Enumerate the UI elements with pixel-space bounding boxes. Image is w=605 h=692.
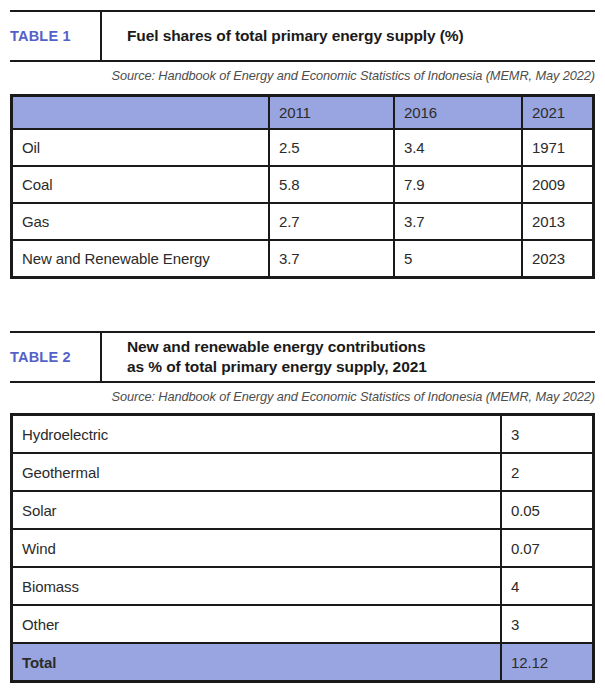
value-cell: 2023: [522, 240, 594, 278]
table-row: Solar 0.05: [12, 491, 594, 529]
total-row: Total 12.12: [12, 643, 594, 682]
value-cell: 3: [501, 415, 594, 454]
row-label-cell: Geothermal: [12, 453, 502, 491]
table2-title-line2: as % of total primary energy supply, 202…: [127, 357, 427, 377]
table-row: Wind 0.07: [12, 529, 594, 567]
row-label-cell: New and Renewable Energy: [12, 240, 270, 278]
row-label-cell: Gas: [12, 203, 270, 240]
value-cell: 7.9: [394, 166, 522, 203]
total-label-cell: Total: [12, 643, 502, 682]
row-label-cell: Oil: [12, 129, 270, 166]
table-row: Coal 5.8 7.9 2009: [12, 166, 594, 203]
table1-label: TABLE 1: [10, 28, 100, 44]
value-cell: 2.7: [269, 203, 394, 240]
value-cell: 2009: [522, 166, 594, 203]
table1-col-header-2021: 2021: [522, 96, 594, 130]
value-cell: 2013: [522, 203, 594, 240]
table-row: Biomass 4: [12, 567, 594, 605]
table1-col-header-2016: 2016: [394, 96, 522, 130]
row-label-cell: Hydroelectric: [12, 415, 502, 454]
table1-header-row: 2011 2016 2021: [12, 96, 594, 130]
value-cell: 1971: [522, 129, 594, 166]
total-value-cell: 12.12: [501, 643, 594, 682]
table-row: Hydroelectric 3: [12, 415, 594, 454]
value-cell: 3: [501, 605, 594, 643]
row-label-cell: Wind: [12, 529, 502, 567]
table-row: Other 3: [12, 605, 594, 643]
table2-label: TABLE 2: [10, 349, 100, 365]
table2-section: TABLE 2 New and renewable energy contrib…: [10, 331, 595, 683]
table2-title: New and renewable energy contributions a…: [102, 337, 427, 378]
value-cell: 3.7: [394, 203, 522, 240]
table1: 2011 2016 2021 Oil 2.5 3.4 1971 Coal 5.8…: [10, 94, 595, 279]
table-row: Gas 2.7 3.7 2013: [12, 203, 594, 240]
value-cell: 4: [501, 567, 594, 605]
row-label-cell: Solar: [12, 491, 502, 529]
table-row: Geothermal 2: [12, 453, 594, 491]
table2-caption-band: TABLE 2 New and renewable energy contrib…: [10, 331, 595, 383]
value-cell: 5: [394, 240, 522, 278]
table1-title: Fuel shares of total primary energy supp…: [102, 26, 463, 46]
value-cell: 0.07: [501, 529, 594, 567]
table1-caption-band: TABLE 1 Fuel shares of total primary ene…: [10, 10, 595, 62]
value-cell: 0.05: [501, 491, 594, 529]
table1-col-header-blank: [12, 96, 270, 130]
table1-section: TABLE 1 Fuel shares of total primary ene…: [10, 10, 595, 279]
value-cell: 3.7: [269, 240, 394, 278]
page: TABLE 1 Fuel shares of total primary ene…: [0, 0, 605, 683]
value-cell: 2.5: [269, 129, 394, 166]
table2-title-line1: New and renewable energy contributions: [127, 337, 427, 357]
value-cell: 2: [501, 453, 594, 491]
table1-col-header-2011: 2011: [269, 96, 394, 130]
section-gap: [10, 279, 595, 331]
row-label-cell: Other: [12, 605, 502, 643]
table2: Hydroelectric 3 Geothermal 2 Solar 0.05 …: [10, 413, 595, 683]
table1-source: Source: Handbook of Energy and Economic …: [10, 62, 595, 86]
value-cell: 3.4: [394, 129, 522, 166]
table2-source: Source: Handbook of Energy and Economic …: [10, 383, 595, 407]
value-cell: 5.8: [269, 166, 394, 203]
row-label-cell: Biomass: [12, 567, 502, 605]
table-row: Oil 2.5 3.4 1971: [12, 129, 594, 166]
table-row: New and Renewable Energy 3.7 5 2023: [12, 240, 594, 278]
row-label-cell: Coal: [12, 166, 270, 203]
